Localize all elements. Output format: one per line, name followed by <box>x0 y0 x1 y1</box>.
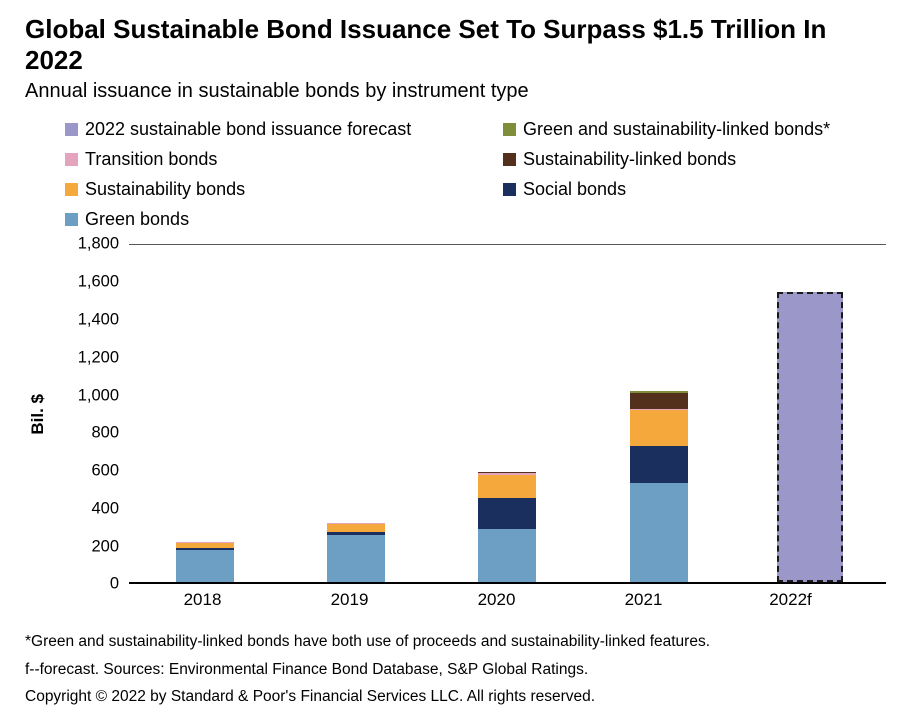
bar-segment <box>478 472 537 474</box>
bar-stack <box>327 245 386 583</box>
x-tick-label: 2020 <box>477 590 516 610</box>
y-tick-label: 1,400 <box>77 310 119 329</box>
bar-segment <box>327 524 386 532</box>
bar-segment <box>327 522 386 525</box>
bar-stack <box>175 245 234 583</box>
y-tick-label: 1,200 <box>77 348 119 367</box>
legend: 2022 sustainable bond issuance forecast G… <box>65 119 886 230</box>
bar-segment <box>629 483 688 583</box>
bar-segment <box>629 410 688 446</box>
y-tick-label: 1,800 <box>77 234 119 253</box>
y-tick-label: 400 <box>91 499 119 518</box>
chart-title: Global Sustainable Bond Issuance Set To … <box>25 14 827 76</box>
bar-segment <box>777 292 844 583</box>
plot-area <box>129 244 886 585</box>
legend-label: 2022 sustainable bond issuance forecast <box>85 119 412 140</box>
legend-label: Green and sustainability-linked bonds* <box>523 119 831 140</box>
y-axis-ticks: 1,800 1,600 1,400 1,200 1,000 800 600 400 200 0 <box>51 235 129 593</box>
bar-segment <box>629 393 688 410</box>
bar-segment <box>629 409 688 411</box>
footnote-line: Copyright © 2022 by Standard & Poor's Fi… <box>25 687 596 705</box>
bar-segment <box>327 531 386 535</box>
x-tick-label: 2021 <box>624 590 663 610</box>
legend-label: Green bonds <box>85 209 190 230</box>
bar-group-2019 <box>280 245 431 583</box>
bar-segment <box>478 473 537 476</box>
legend-item: Social bonds <box>503 179 886 200</box>
bar-group-2021 <box>583 245 734 583</box>
chart-subtitle: Annual issuance in sustainable bonds by … <box>25 80 529 103</box>
bar-stack <box>478 245 537 583</box>
legend-label: Sustainability-linked bonds <box>523 149 737 170</box>
legend-item: 2022 sustainable bond issuance forecast <box>65 119 503 140</box>
y-tick-label: 200 <box>91 537 119 556</box>
bar-segment <box>478 475 537 499</box>
legend-label: Transition bonds <box>85 149 218 170</box>
legend-swatch-icon <box>65 213 78 227</box>
x-tick-label: 2018 <box>183 590 222 610</box>
legend-item: Green and sustainability-linked bonds* <box>503 119 886 140</box>
legend-label: Social bonds <box>523 179 627 200</box>
footnote-line: f--forecast. Sources: Environmental Fina… <box>25 660 589 678</box>
legend-swatch-icon <box>503 153 516 167</box>
y-axis-label-wrap: Bil. $ <box>25 244 51 584</box>
legend-swatch-icon <box>503 123 516 137</box>
bar-segment <box>478 498 537 530</box>
bar-segment <box>478 529 537 583</box>
bar-segment <box>175 542 234 543</box>
bar-stack <box>629 245 688 583</box>
x-axis-labels: 2018 2019 2020 2021 2022f <box>129 590 864 610</box>
footnotes: *Green and sustainability-linked bonds h… <box>25 628 886 709</box>
legend-item: Green bonds <box>65 209 503 230</box>
bar-segment <box>175 547 234 551</box>
bar-stack <box>777 245 844 583</box>
bar-segment <box>327 534 386 583</box>
legend-swatch-icon <box>65 183 78 197</box>
x-tick-label: 2022f <box>769 590 812 610</box>
legend-item: Sustainability bonds <box>65 179 503 200</box>
bar-segment <box>629 445 688 484</box>
y-tick-label: 1,600 <box>77 272 119 291</box>
bar-segment <box>175 550 234 583</box>
legend-item: Transition bonds <box>65 149 503 170</box>
bar-segment <box>175 542 234 548</box>
y-tick-label: 800 <box>91 423 119 442</box>
bar-group-2020 <box>432 245 583 583</box>
chart-area: Bil. $ 1,800 1,600 1,400 1,200 1,000 800 600 40… <box>25 235 886 593</box>
legend-swatch-icon <box>65 153 78 167</box>
footnote-line: *Green and sustainability-linked bonds h… <box>25 633 711 651</box>
y-tick-label: 0 <box>109 574 119 593</box>
x-tick-label: 2019 <box>330 590 369 610</box>
legend-swatch-icon <box>65 123 78 137</box>
bar-group-2018 <box>129 245 280 583</box>
legend-item: Sustainability-linked bonds <box>503 149 886 170</box>
bar-segment <box>629 390 688 394</box>
legend-label: Sustainability bonds <box>85 179 246 200</box>
y-tick-label: 600 <box>91 461 119 480</box>
legend-swatch-icon <box>503 183 516 197</box>
y-tick-label: 1,000 <box>77 386 119 404</box>
y-axis-label: Bil. $ <box>28 394 47 435</box>
bar-group-2022f <box>735 245 886 583</box>
